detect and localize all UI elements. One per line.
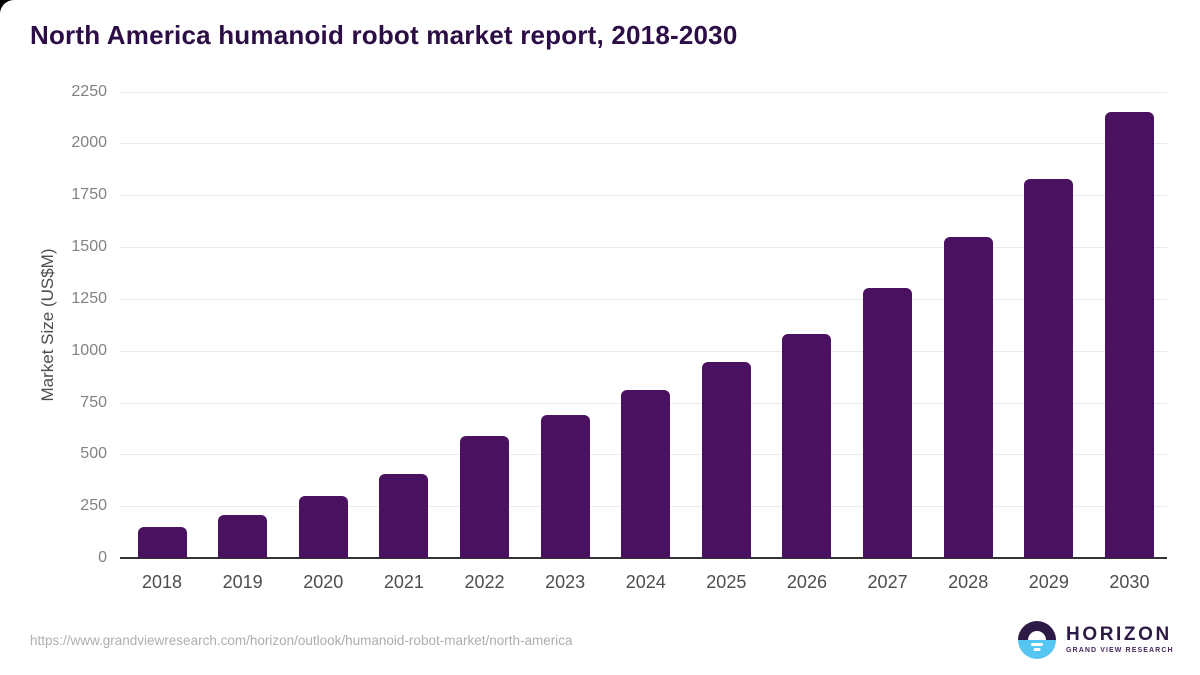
horizon-sun-logo-icon bbox=[1018, 621, 1056, 659]
y-tick-label-0: 0 bbox=[98, 549, 107, 566]
x-tick-label-2023: 2023 bbox=[545, 572, 586, 592]
page-title: North America humanoid robot market repo… bbox=[30, 20, 738, 50]
y-tick-label-750: 750 bbox=[80, 393, 107, 411]
bar-2026 bbox=[782, 334, 832, 558]
x-tick-label-2018: 2018 bbox=[141, 572, 183, 592]
bar-2023 bbox=[540, 414, 590, 558]
sun-icon bbox=[1028, 631, 1046, 640]
logo-text-block: HORIZON GRAND VIEW RESEARCH bbox=[1066, 625, 1174, 655]
y-tick-label-250: 250 bbox=[80, 497, 107, 515]
bar-2020 bbox=[298, 495, 348, 558]
bar-2025 bbox=[701, 362, 751, 558]
x-axis-line bbox=[120, 557, 1167, 559]
gridline-2000 bbox=[120, 143, 1167, 145]
x-tick-label-2027: 2027 bbox=[867, 572, 908, 592]
gridline-1250 bbox=[120, 298, 1167, 300]
x-tick-label-2029: 2029 bbox=[1028, 572, 1069, 592]
x-tick-label-2026: 2026 bbox=[786, 572, 827, 592]
y-tick-label-2250: 2250 bbox=[71, 82, 107, 100]
y-tick-label-1250: 1250 bbox=[71, 289, 107, 307]
x-tick-label-2025: 2025 bbox=[706, 572, 747, 592]
wave-line-icon bbox=[1033, 648, 1041, 651]
x-tick-label-2019: 2019 bbox=[222, 572, 263, 592]
bar-2028 bbox=[943, 236, 993, 558]
bar-2018 bbox=[137, 526, 187, 558]
horizon-logo: HORIZON GRAND VIEW RESEARCH bbox=[1018, 621, 1174, 659]
x-tick-label-2028: 2028 bbox=[948, 572, 989, 592]
x-tick-label-2020: 2020 bbox=[303, 572, 344, 592]
y-tick-label-500: 500 bbox=[80, 445, 107, 463]
screenshot-corner-mask bbox=[0, 0, 30, 30]
y-tick-label-1500: 1500 bbox=[71, 238, 107, 255]
y-tick-label-2000: 2000 bbox=[71, 134, 107, 152]
bar-2021 bbox=[379, 474, 429, 558]
bar-2027 bbox=[863, 288, 913, 558]
x-tick-label-2030: 2030 bbox=[1109, 572, 1150, 592]
gridline-1750 bbox=[120, 195, 1167, 197]
gridline-2250 bbox=[120, 91, 1167, 93]
y-tick-label-1000: 1000 bbox=[71, 341, 107, 359]
y-axis-title: Market Size (US$M) bbox=[38, 248, 57, 402]
x-tick-label-2024: 2024 bbox=[625, 572, 666, 592]
gridline-1000 bbox=[120, 350, 1167, 352]
bar-2030 bbox=[1104, 112, 1154, 558]
logo-subname: GRAND VIEW RESEARCH bbox=[1066, 647, 1174, 654]
wave-line-icon bbox=[1031, 643, 1043, 646]
source-url: https://www.grandviewresearch.com/horizo… bbox=[30, 633, 573, 648]
x-tick-label-2022: 2022 bbox=[464, 572, 505, 592]
bar-2024 bbox=[621, 390, 671, 558]
logo-name: HORIZON bbox=[1066, 624, 1172, 645]
bar-2019 bbox=[218, 515, 268, 558]
bar-2029 bbox=[1024, 178, 1074, 558]
x-tick-label-2021: 2021 bbox=[383, 572, 424, 592]
bar-2022 bbox=[459, 435, 509, 558]
gridline-1500 bbox=[120, 247, 1167, 248]
y-tick-label-1750: 1750 bbox=[71, 186, 107, 204]
